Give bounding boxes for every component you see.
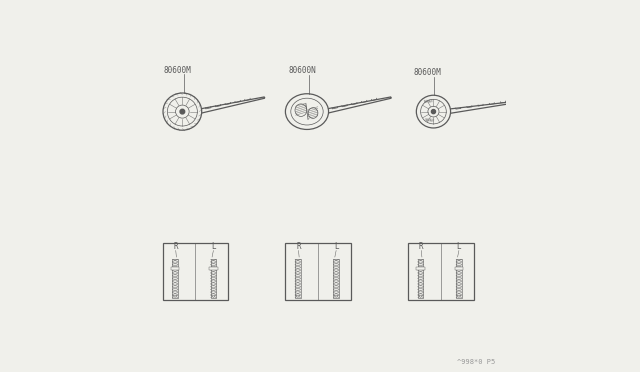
Bar: [209, 267, 218, 270]
Bar: [408, 243, 474, 301]
Polygon shape: [173, 296, 177, 298]
Text: R: R: [173, 242, 178, 251]
Text: 80600N: 80600N: [289, 66, 316, 75]
Ellipse shape: [428, 106, 439, 117]
Text: R: R: [419, 242, 424, 251]
Ellipse shape: [175, 105, 189, 118]
Polygon shape: [296, 296, 300, 298]
Polygon shape: [325, 97, 391, 113]
Text: ^998*0 P5: ^998*0 P5: [456, 359, 495, 365]
Bar: [163, 243, 228, 301]
Polygon shape: [457, 296, 461, 298]
Polygon shape: [447, 101, 518, 113]
Bar: [285, 243, 351, 301]
Text: L: L: [334, 242, 339, 251]
Bar: [295, 259, 301, 298]
Bar: [456, 259, 461, 298]
Text: NISSAN: NISSAN: [424, 99, 433, 104]
Ellipse shape: [308, 108, 318, 118]
Polygon shape: [211, 296, 215, 298]
Bar: [417, 267, 425, 270]
Ellipse shape: [168, 97, 197, 126]
Text: NISSAN: NISSAN: [424, 118, 434, 123]
Text: L: L: [456, 242, 461, 251]
Bar: [454, 267, 463, 270]
Bar: [418, 259, 424, 298]
Ellipse shape: [295, 104, 307, 116]
Ellipse shape: [291, 98, 323, 125]
Text: R: R: [296, 242, 301, 251]
Bar: [172, 259, 178, 298]
Circle shape: [431, 109, 435, 114]
Polygon shape: [198, 97, 265, 113]
Bar: [333, 259, 339, 298]
Text: 80600M: 80600M: [164, 65, 191, 74]
Polygon shape: [419, 296, 422, 298]
Text: 80600M: 80600M: [414, 68, 442, 77]
Ellipse shape: [420, 99, 446, 124]
Ellipse shape: [417, 95, 451, 128]
Polygon shape: [334, 296, 338, 298]
Text: L: L: [211, 242, 216, 251]
Circle shape: [180, 109, 185, 114]
Bar: [211, 259, 216, 298]
Bar: [171, 267, 179, 270]
Ellipse shape: [163, 93, 202, 130]
Ellipse shape: [285, 94, 328, 129]
